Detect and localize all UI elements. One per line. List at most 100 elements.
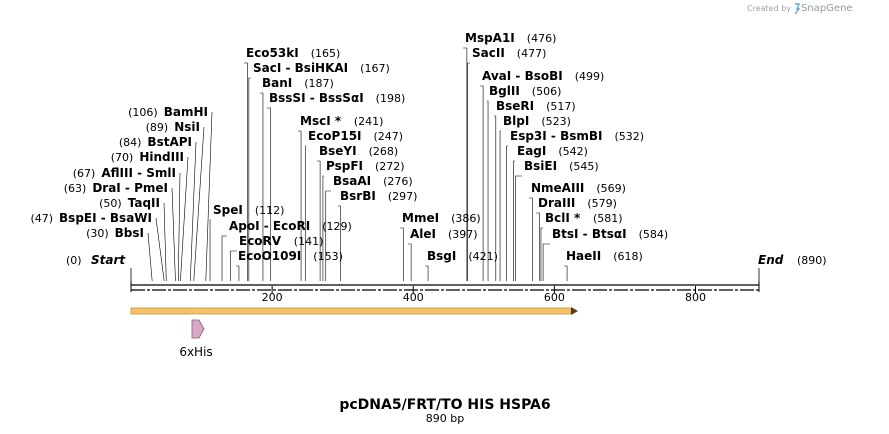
site-label-bcli[interactable]: BclI * (581) xyxy=(545,211,623,225)
site-leader-line xyxy=(480,85,484,281)
site-label-bamhi[interactable]: BamHI (106) xyxy=(128,105,208,119)
site-label-avai[interactable]: AvaI - BsoBI (499) xyxy=(482,69,604,83)
site-label-bsgi[interactable]: BsgI (421) xyxy=(427,249,498,263)
site-position: (30) xyxy=(86,227,109,240)
site-leader-line xyxy=(542,243,550,281)
site-label-draiii[interactable]: DraIII (579) xyxy=(538,196,617,210)
site-label-nsii[interactable]: NsiI (89) xyxy=(146,120,200,134)
site-label-bsiei[interactable]: BsiEI (545) xyxy=(524,159,599,173)
site-label-bsssi[interactable]: BssSI - BssSαI (198) xyxy=(269,91,405,105)
end-label: End xyxy=(758,253,784,267)
site-position: (106) xyxy=(128,106,158,119)
site-leader-line xyxy=(499,130,501,281)
site-label-pspfi[interactable]: PspFI (272) xyxy=(326,159,405,173)
site-position: (523) xyxy=(541,115,571,128)
start-label: Start xyxy=(91,253,126,267)
site-label-ecorv[interactable]: EcoRV (141) xyxy=(239,234,323,248)
site-label-eagi[interactable]: EagI (542) xyxy=(517,144,588,158)
site-label-bbsi[interactable]: BbsI (30) xyxy=(86,226,144,240)
site-label-bsaai[interactable]: BsaAI (276) xyxy=(333,174,413,188)
site-name: DraIII xyxy=(538,196,575,210)
site-label-bstapi[interactable]: BstAPI (84) xyxy=(119,135,192,149)
site-label-esp3i[interactable]: Esp3I - BsmBI (532) xyxy=(510,129,644,143)
site-name: NmeAIII xyxy=(531,181,584,195)
site-name: DraI - PmeI xyxy=(92,181,168,195)
site-name: BglII xyxy=(489,84,520,98)
site-label-mmei[interactable]: MmeI (386) xyxy=(402,211,481,225)
site-name: HindIII xyxy=(139,150,184,164)
site-label-bspei[interactable]: BspEI - BsaWI (47) xyxy=(30,211,152,225)
site-position: (247) xyxy=(374,130,404,143)
site-label-spei[interactable]: SpeI (112) xyxy=(213,203,284,217)
site-position: (517) xyxy=(546,100,576,113)
site-leader-line xyxy=(260,92,264,281)
site-leader-line xyxy=(494,115,497,281)
site-label-taqii[interactable]: TaqII (50) xyxy=(99,196,160,210)
site-position: (67) xyxy=(73,167,96,180)
site-position: (165) xyxy=(311,47,341,60)
site-position: (63) xyxy=(64,182,87,195)
site-label-mspa1i[interactable]: MspA1I (476) xyxy=(465,31,556,45)
site-labels[interactable]: BbsI (30) BspEI - BsaWI (47) TaqII (50) DraI -… xyxy=(30,31,668,263)
site-name: SpeI xyxy=(213,203,243,217)
site-name: MmeI xyxy=(402,211,439,225)
site-label-nmeaiii[interactable]: NmeAIII (569) xyxy=(531,181,626,195)
site-label-afliii[interactable]: AflIII - SmlI (67) xyxy=(73,166,176,180)
site-position: (112) xyxy=(255,204,285,217)
site-position: (476) xyxy=(527,32,557,45)
watermark-brand: SnapGene xyxy=(801,3,853,14)
site-position: (187) xyxy=(304,77,334,90)
site-label-bglii[interactable]: BglII (506) xyxy=(489,84,561,98)
site-name: BclI * xyxy=(545,211,581,225)
site-label-apoi[interactable]: ApoI - EcoRI (129) xyxy=(229,219,352,233)
site-leader-line xyxy=(408,243,412,281)
site-label-bseyi[interactable]: BseYI (268) xyxy=(319,144,398,158)
orf-arrowhead-icon xyxy=(571,307,578,315)
site-leader-lines xyxy=(147,47,568,282)
site-label-bseri[interactable]: BseRI (517) xyxy=(496,99,576,113)
site-label-drai[interactable]: DraI - PmeI (63) xyxy=(64,181,168,195)
end-marker: End (890) xyxy=(758,253,827,282)
site-label-sacii[interactable]: SacII (477) xyxy=(472,46,546,60)
site-label-ecop15i[interactable]: EcoP15I (247) xyxy=(308,129,403,143)
site-label-saci[interactable]: SacI - BsiHKAI (167) xyxy=(253,61,390,75)
site-position: (89) xyxy=(146,121,169,134)
site-name: AvaI - BsoBI xyxy=(482,69,563,83)
site-label-blpi[interactable]: BlpI (523) xyxy=(503,114,571,128)
site-position: (569) xyxy=(596,182,626,195)
site-label-alei[interactable]: AleI (397) xyxy=(410,227,478,241)
site-position: (268) xyxy=(369,145,399,158)
site-position: (618) xyxy=(613,250,643,263)
site-leader-line xyxy=(193,126,205,282)
site-label-hindiii[interactable]: HindIII (70) xyxy=(111,150,184,164)
plasmid-length: 890 bp xyxy=(426,412,464,425)
site-name: Eco53kI xyxy=(246,46,299,60)
site-name: BtsI - BtsαI xyxy=(552,227,627,241)
site-label-haeii[interactable]: HaeII (618) xyxy=(566,249,643,263)
site-name: PspFI xyxy=(326,159,363,173)
site-label-btsi[interactable]: BtsI - BtsαI (584) xyxy=(552,227,668,241)
6xhis-arrow-icon[interactable] xyxy=(191,319,205,339)
site-label-msci[interactable]: MscI * (241) xyxy=(300,114,383,128)
site-label-bsrbi[interactable]: BsrBI (297) xyxy=(340,189,417,203)
site-name: EcoRV xyxy=(239,234,282,248)
site-label-bani[interactable]: BanI (187) xyxy=(262,76,334,90)
ruler-ticks: 200 400 600 800 xyxy=(262,286,706,304)
site-position: (167) xyxy=(360,62,390,75)
site-leader-line xyxy=(515,175,522,281)
site-position: (84) xyxy=(119,136,142,149)
site-label-ecoo109i[interactable]: EcoO109I (153) xyxy=(238,249,343,263)
site-label-eco53ki[interactable]: Eco53kI (165) xyxy=(246,46,340,60)
watermark-created-by: Created by xyxy=(747,4,791,13)
feature-6xhis[interactable]: 6xHis xyxy=(179,319,213,359)
site-leader-line xyxy=(205,111,213,282)
orf-bar[interactable] xyxy=(130,307,572,315)
site-position: (50) xyxy=(99,197,122,210)
site-position: (584) xyxy=(639,228,669,241)
site-position: (153) xyxy=(313,250,343,263)
feature-orf[interactable] xyxy=(130,307,578,315)
site-position: (47) xyxy=(30,212,53,225)
site-position: (276) xyxy=(383,175,413,188)
site-name: BseYI xyxy=(319,144,357,158)
tick-label: 200 xyxy=(262,291,283,304)
